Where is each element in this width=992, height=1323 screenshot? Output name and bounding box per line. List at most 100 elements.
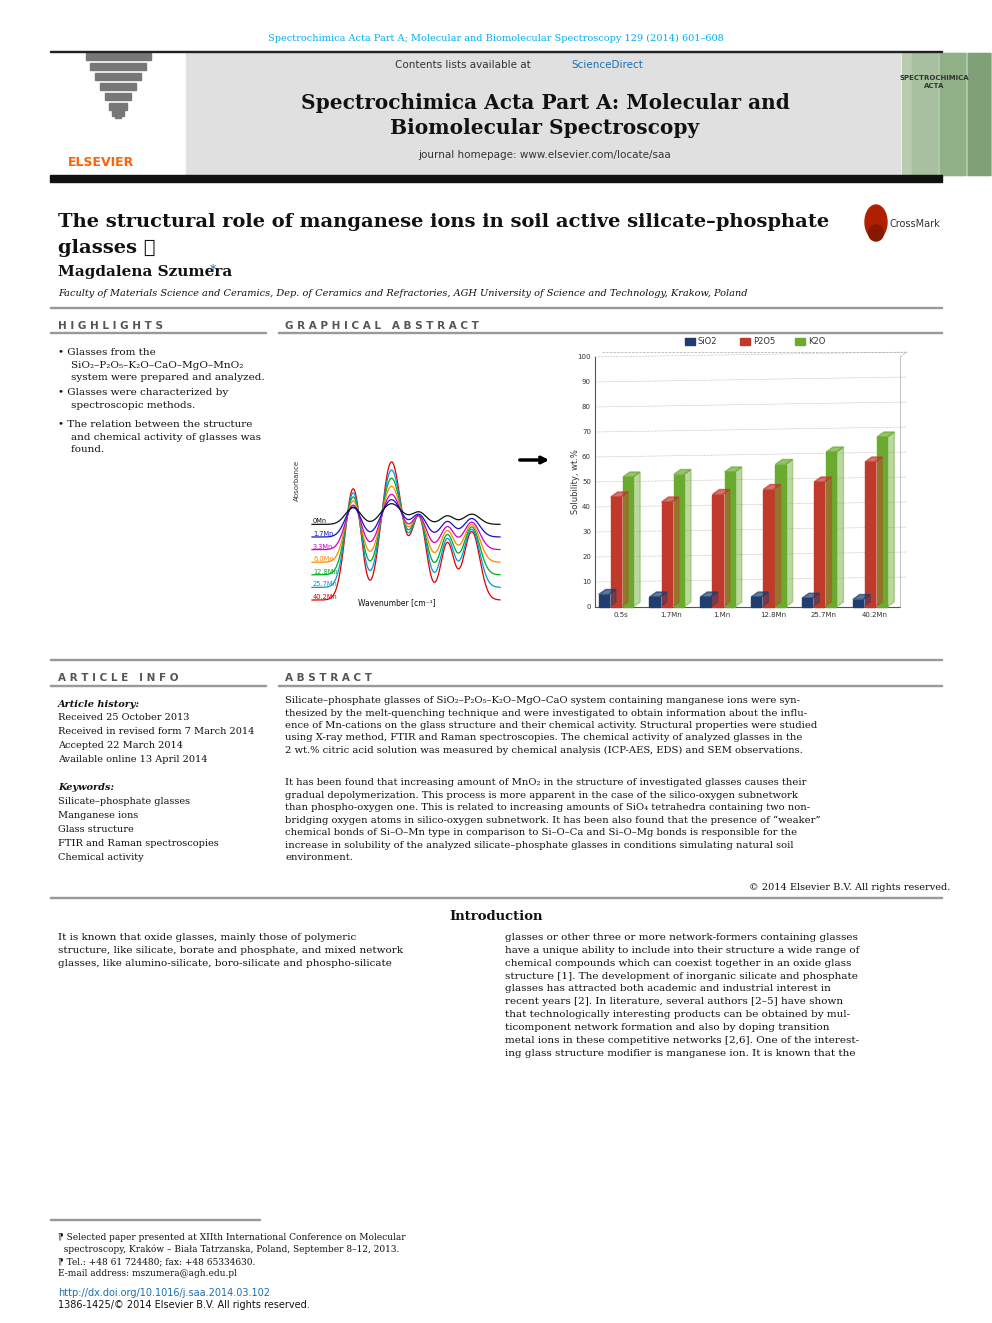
Text: 6.0Mn: 6.0Mn <box>313 556 333 562</box>
Text: *: * <box>210 263 216 277</box>
Polygon shape <box>683 470 691 607</box>
Text: 60: 60 <box>582 454 591 460</box>
Polygon shape <box>633 472 640 607</box>
Text: Wavenumber [cm⁻¹]: Wavenumber [cm⁻¹] <box>358 598 435 607</box>
Text: E-mail address: mszumera@agh.edu.pl: E-mail address: mszumera@agh.edu.pl <box>58 1269 237 1278</box>
Bar <box>826 452 836 607</box>
Text: glasses ☆: glasses ☆ <box>58 239 156 257</box>
Bar <box>50 50 942 52</box>
Bar <box>290 345 505 615</box>
Text: K2O: K2O <box>808 337 825 347</box>
Text: It is known that oxide glasses, mainly those of polymeric
structure, like silica: It is known that oxide glasses, mainly t… <box>58 933 403 967</box>
Polygon shape <box>762 591 769 607</box>
Text: 30: 30 <box>582 529 591 534</box>
Bar <box>912 53 937 175</box>
Text: It has been found that increasing amount of MnO₂ in the structure of investigate: It has been found that increasing amount… <box>285 778 820 863</box>
Text: spectroscopy, Kraków – Biała Tatrzanska, Poland, September 8–12, 2013.: spectroscopy, Kraków – Biała Tatrzanska,… <box>58 1245 400 1254</box>
Text: Silicate–phosphate glasses of SiO₂–P₂O₅–K₂O–MgO–CaO system containing manganese : Silicate–phosphate glasses of SiO₂–P₂O₅–… <box>285 696 817 755</box>
Bar <box>712 495 723 607</box>
Polygon shape <box>865 456 882 462</box>
Text: Silicate–phosphate glasses: Silicate–phosphate glasses <box>58 796 190 806</box>
Polygon shape <box>623 472 640 478</box>
Text: journal homepage: www.elsevier.com/locate/saa: journal homepage: www.elsevier.com/locat… <box>419 149 672 160</box>
Text: Faculty of Materials Science and Ceramics, Dep. of Ceramics and Refractories, AG: Faculty of Materials Science and Ceramic… <box>58 290 748 299</box>
Bar <box>186 53 900 175</box>
Bar <box>740 337 750 345</box>
Text: 40.2Mn: 40.2Mn <box>313 594 337 601</box>
Bar <box>623 478 633 607</box>
Text: Keywords:: Keywords: <box>58 783 114 792</box>
Polygon shape <box>712 490 730 495</box>
Text: Received in revised form 7 March 2014: Received in revised form 7 March 2014 <box>58 728 254 736</box>
Text: • The relation between the structure
    and chemical activity of glasses was
  : • The relation between the structure and… <box>58 419 261 454</box>
Polygon shape <box>598 590 616 594</box>
Bar <box>795 337 805 345</box>
Text: 0.5s: 0.5s <box>613 613 628 618</box>
Text: 10: 10 <box>582 579 591 585</box>
Text: • Glasses were characterized by
    spectroscopic methods.: • Glasses were characterized by spectros… <box>58 388 228 410</box>
Polygon shape <box>863 594 870 607</box>
Polygon shape <box>751 591 769 597</box>
Bar <box>877 437 887 607</box>
Text: ⁋ Tel.: +48 61 724480; fax: +48 65334630.: ⁋ Tel.: +48 61 724480; fax: +48 65334630… <box>58 1257 255 1266</box>
Bar <box>776 464 786 607</box>
Text: 1.7Mn: 1.7Mn <box>661 613 682 618</box>
Bar <box>105 93 131 101</box>
Text: FTIR and Raman spectroscopies: FTIR and Raman spectroscopies <box>58 839 219 848</box>
Text: 70: 70 <box>582 429 591 435</box>
Text: SPECTROCHIMICA
ACTA: SPECTROCHIMICA ACTA <box>899 75 969 89</box>
Polygon shape <box>609 590 616 607</box>
Text: 12.8Mn: 12.8Mn <box>760 613 786 618</box>
Text: Magdalena Szumera: Magdalena Szumera <box>58 265 232 279</box>
Polygon shape <box>700 591 717 597</box>
Text: Solubility, wt.%: Solubility, wt.% <box>570 450 579 515</box>
Text: Biomolecular Spectroscopy: Biomolecular Spectroscopy <box>391 118 699 138</box>
Bar <box>902 53 992 175</box>
Text: 1386-1425/© 2014 Elsevier B.V. All rights reserved.: 1386-1425/© 2014 Elsevier B.V. All right… <box>58 1301 310 1310</box>
Polygon shape <box>660 591 667 607</box>
Text: 0Mn: 0Mn <box>313 519 327 524</box>
Text: http://dx.doi.org/10.1016/j.saa.2014.03.102: http://dx.doi.org/10.1016/j.saa.2014.03.… <box>58 1289 270 1298</box>
Bar <box>115 108 121 118</box>
Bar <box>968 53 990 175</box>
Bar <box>674 475 683 607</box>
Bar <box>940 53 965 175</box>
Text: ⁋ Selected paper presented at XIIth International Conference on Molecular: ⁋ Selected paper presented at XIIth Inte… <box>58 1233 406 1242</box>
Bar <box>763 490 774 607</box>
Text: Spectrochimica Acta Part A: Molecular and: Spectrochimica Acta Part A: Molecular an… <box>301 93 790 112</box>
Text: Available online 13 April 2014: Available online 13 April 2014 <box>58 755 207 763</box>
Text: 3.3Mn: 3.3Mn <box>313 544 333 549</box>
Polygon shape <box>826 447 843 452</box>
Polygon shape <box>776 459 793 464</box>
Bar <box>50 175 942 183</box>
Bar <box>100 83 136 90</box>
Text: Introduction: Introduction <box>449 909 543 922</box>
Text: A R T I C L E   I N F O: A R T I C L E I N F O <box>58 673 179 683</box>
Bar <box>802 598 812 607</box>
Text: Article history:: Article history: <box>58 700 140 709</box>
Polygon shape <box>672 497 679 607</box>
Bar <box>86 53 151 60</box>
Text: Accepted 22 March 2014: Accepted 22 March 2014 <box>58 741 183 750</box>
Text: 0: 0 <box>586 605 591 610</box>
Text: Glass structure: Glass structure <box>58 826 134 833</box>
Text: 40.2Mn: 40.2Mn <box>862 613 888 618</box>
Text: Manganese ions: Manganese ions <box>58 811 138 820</box>
Bar <box>662 501 672 607</box>
Text: 1.Mn: 1.Mn <box>713 613 731 618</box>
Polygon shape <box>824 478 831 607</box>
Text: 12.8Mn: 12.8Mn <box>313 569 337 574</box>
Bar <box>751 597 762 607</box>
Text: Contents lists available at: Contents lists available at <box>395 60 534 70</box>
Polygon shape <box>621 492 628 607</box>
Text: P2O5: P2O5 <box>753 337 776 347</box>
Text: 100: 100 <box>577 355 591 360</box>
Ellipse shape <box>865 205 887 239</box>
Polygon shape <box>887 433 895 607</box>
Text: 25.7Mn: 25.7Mn <box>313 581 337 587</box>
Bar <box>598 594 609 607</box>
Bar <box>685 337 695 345</box>
Polygon shape <box>710 591 717 607</box>
Polygon shape <box>875 456 882 607</box>
Polygon shape <box>774 484 781 607</box>
